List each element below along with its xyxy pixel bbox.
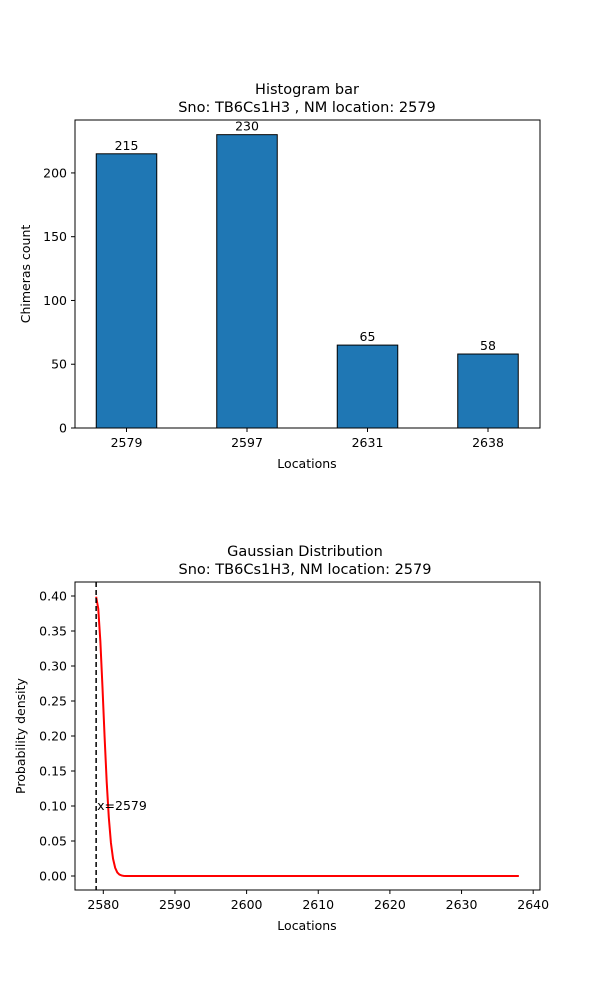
y-tick-label-50: 50 [51, 357, 67, 372]
x-tick-label-2640: 2640 [517, 897, 549, 912]
histogram-y-axis-label: Chimeras count [18, 225, 33, 324]
gaussian-y-ticks: 0.00 0.05 0.10 0.15 0.20 0.25 0.30 0.35 0.40 [39, 589, 75, 884]
y-tick-label-0.15: 0.15 [39, 764, 67, 779]
histogram-subtitle: Sno: TB6Cs1H3 , NM location: 2579 [178, 100, 436, 116]
histogram-title: Histogram bar [255, 82, 359, 98]
y-tick-label-200: 200 [43, 165, 67, 180]
gaussian-title: Gaussian Distribution [227, 544, 383, 560]
y-tick-label-100: 100 [43, 293, 67, 308]
x-tick-label-2597: 2597 [231, 435, 263, 450]
bar-value-label-2631: 65 [360, 329, 376, 344]
y-tick-label-150: 150 [43, 229, 67, 244]
y-tick-label-0.00: 0.00 [39, 869, 67, 884]
gaussian-subtitle: Sno: TB6Cs1H3, NM location: 2579 [179, 562, 432, 578]
bar-2579 [95, 153, 158, 429]
histogram-axes-frame [74, 119, 541, 429]
y-tick-label-0.05: 0.05 [39, 834, 67, 849]
histogram-x-ticks: 2579 2597 2631 2638 [111, 428, 504, 450]
mean-line-label: x=2579 [97, 798, 147, 813]
bar-2631 [336, 344, 399, 429]
gaussian-y-axis-label: Probability density [13, 677, 28, 793]
gaussian-x-axis-label: Locations [277, 918, 336, 933]
x-tick-label-2610: 2610 [302, 897, 334, 912]
x-tick-label-2580: 2580 [87, 897, 119, 912]
gaussian-chart: Gaussian Distribution Sno: TB6Cs1H3, NM … [13, 544, 549, 933]
y-tick-label-0.20: 0.20 [39, 729, 67, 744]
x-tick-label-2638: 2638 [472, 435, 504, 450]
histogram-x-axis-label: Locations [277, 456, 336, 471]
y-tick-label-0.30: 0.30 [39, 659, 67, 674]
x-tick-label-2630: 2630 [446, 897, 478, 912]
y-tick-label-0.25: 0.25 [39, 694, 67, 709]
bar-value-label-2579: 215 [115, 138, 139, 153]
bar-value-label-2597: 230 [235, 119, 259, 134]
bar-value-label-2638: 58 [480, 338, 496, 353]
x-tick-label-2579: 2579 [111, 435, 143, 450]
gaussian-curve-line [95, 596, 519, 877]
x-tick-label-2590: 2590 [159, 897, 191, 912]
x-tick-label-2631: 2631 [352, 435, 384, 450]
histogram-chart: Histogram bar Sno: TB6Cs1H3 , NM locatio… [18, 82, 541, 471]
bar-2597 [216, 134, 278, 429]
bar-2638 [457, 353, 519, 429]
y-tick-label-0.40: 0.40 [39, 589, 67, 604]
y-tick-label-0.35: 0.35 [39, 624, 67, 639]
histogram-bars [95, 134, 519, 429]
gaussian-axes-frame [74, 581, 541, 891]
histogram-y-ticks: 0 50 100 150 200 [43, 165, 75, 436]
histogram-data-labels: 215 230 65 58 [115, 119, 496, 353]
x-tick-label-2620: 2620 [374, 897, 406, 912]
gaussian-x-ticks: 2580 2590 2600 2610 2620 2630 2640 [87, 890, 549, 912]
x-tick-label-2600: 2600 [231, 897, 263, 912]
y-tick-label-0.10: 0.10 [39, 799, 67, 814]
y-tick-label-0: 0 [59, 421, 67, 436]
